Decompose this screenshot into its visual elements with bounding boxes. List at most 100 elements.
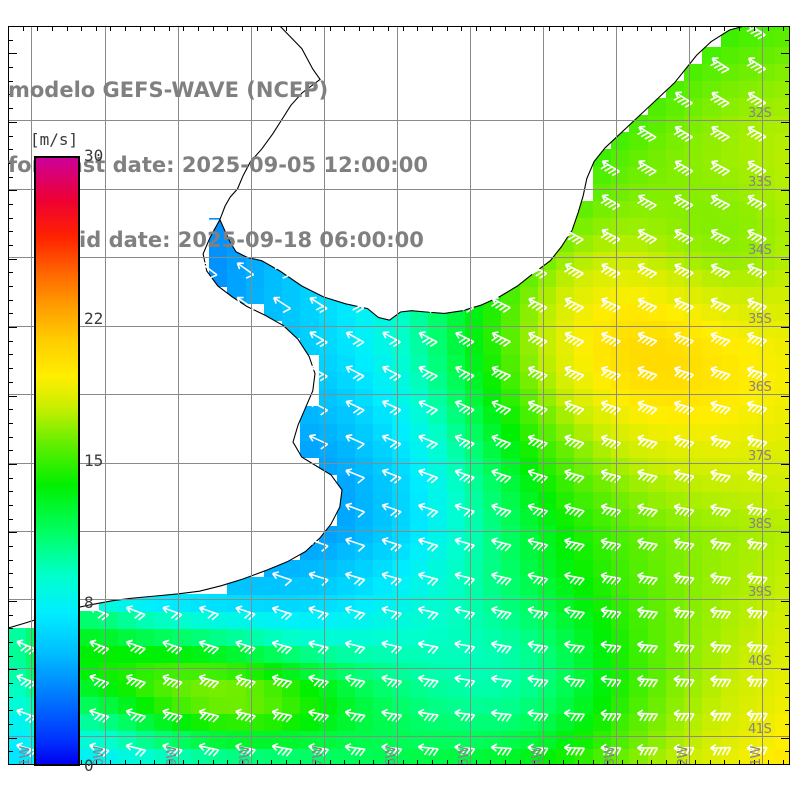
lat-tick-label: 34S — [748, 243, 772, 259]
tick-left — [8, 532, 17, 534]
tick-right — [785, 682, 790, 684]
lat-tick-label: 35S — [748, 311, 772, 327]
gridline-lon — [104, 26, 106, 765]
tick-bottom — [373, 760, 375, 765]
tick-left — [8, 149, 13, 151]
tick-left — [8, 340, 13, 342]
tick-right — [785, 614, 790, 616]
tick-left — [8, 559, 13, 561]
colorbar-tick-label: 0 — [84, 756, 94, 775]
tick-top — [168, 26, 170, 31]
tick-bottom — [578, 760, 580, 765]
lon-tick-label: 55W — [456, 746, 472, 765]
tick-top — [139, 26, 141, 31]
tick-bottom — [782, 760, 784, 765]
tick-top — [256, 26, 258, 31]
lat-tick-label: 32S — [748, 106, 772, 122]
tick-left — [8, 231, 13, 233]
gridline-lat — [8, 599, 790, 601]
tick-top — [183, 26, 185, 31]
tick-top — [446, 26, 448, 31]
tick-left — [8, 505, 13, 506]
tick-bottom — [607, 760, 609, 765]
tick-left — [8, 682, 13, 684]
gridline-lon — [616, 26, 618, 765]
tick-bottom — [402, 760, 404, 765]
tick-top — [519, 26, 521, 31]
tick-right — [785, 354, 790, 356]
gridline-lat — [8, 257, 790, 259]
colorbar[interactable] — [34, 156, 80, 766]
tick-left — [8, 354, 13, 356]
tick-left — [8, 258, 17, 260]
gridline-lat — [8, 394, 790, 396]
tick-top — [724, 26, 726, 31]
tick-bottom — [168, 760, 170, 765]
lat-tick-label: 37S — [748, 448, 772, 464]
tick-bottom — [519, 760, 521, 765]
tick-right — [781, 395, 790, 397]
tick-left — [8, 628, 13, 630]
tick-bottom — [241, 760, 243, 765]
gridline-lat — [8, 325, 790, 327]
tick-bottom — [709, 760, 711, 765]
tick-top — [51, 26, 53, 31]
lon-tick-label: 60W — [91, 746, 107, 765]
lat-tick-label: 39S — [748, 585, 772, 601]
lat-tick-label: 40S — [748, 653, 772, 669]
tick-top — [636, 26, 638, 31]
tick-bottom — [461, 760, 463, 765]
tick-left — [8, 299, 13, 301]
tick-left — [8, 546, 13, 547]
tick-top — [651, 26, 653, 31]
tick-right — [785, 231, 790, 233]
tick-bottom — [22, 760, 24, 765]
tick-bottom — [753, 760, 755, 765]
tick-right — [781, 190, 790, 192]
tick-top — [548, 26, 550, 31]
map-plot-area[interactable]: 61W 60W 59W 58W 57W 56W 55W 54W 53W 52W 51W 32S 33S 3… — [8, 26, 790, 765]
tick-bottom — [300, 760, 302, 765]
tick-left — [8, 217, 13, 219]
tick-top — [621, 26, 623, 31]
tick-top — [37, 26, 39, 31]
tick-top — [768, 26, 770, 31]
tick-left — [8, 53, 17, 55]
tick-bottom — [738, 760, 740, 765]
tick-left — [8, 641, 13, 643]
tick-top — [782, 26, 784, 31]
tick-right — [785, 245, 790, 246]
tick-left — [8, 381, 13, 383]
gridline-lon — [177, 26, 179, 765]
tick-left — [8, 162, 13, 164]
colorbar-tick-label: 15 — [84, 451, 104, 470]
tick-right — [785, 39, 790, 41]
tick-left — [8, 121, 17, 123]
tick-right — [785, 518, 790, 520]
tick-left — [8, 600, 17, 602]
landmass-overlay — [8, 26, 790, 765]
tick-right — [785, 381, 790, 383]
tick-left — [8, 710, 13, 712]
tick-top — [680, 26, 682, 31]
tick-bottom — [227, 760, 229, 765]
tick-right — [785, 641, 790, 643]
tick-left — [8, 368, 13, 370]
gridline-lat — [8, 188, 790, 190]
tick-top — [81, 26, 83, 31]
gridline-lon — [543, 26, 544, 765]
tick-left — [8, 39, 13, 41]
tick-top — [607, 26, 609, 31]
tick-right — [785, 176, 790, 178]
tick-right — [781, 327, 790, 329]
tick-bottom — [81, 760, 83, 765]
tick-left — [8, 190, 17, 192]
tick-right — [785, 67, 790, 69]
tick-left — [8, 135, 13, 137]
tick-bottom — [724, 760, 726, 765]
tick-bottom — [110, 760, 112, 765]
tick-bottom — [124, 760, 126, 765]
tick-right — [785, 655, 790, 657]
tick-left — [8, 203, 13, 205]
